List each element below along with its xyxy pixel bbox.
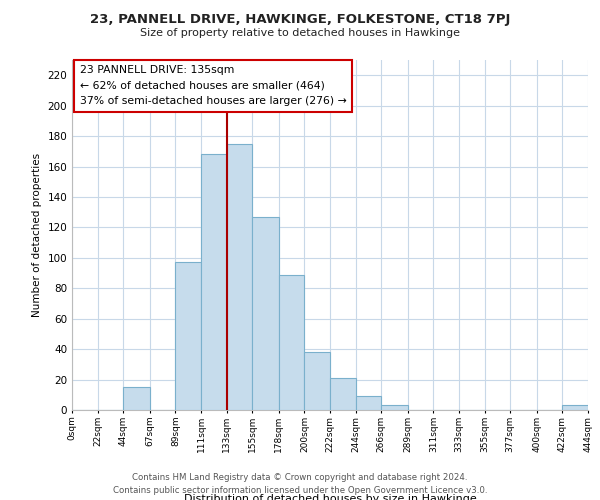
Bar	[201, 154, 227, 410]
Text: 23 PANNELL DRIVE: 135sqm
← 62% of detached houses are smaller (464)
37% of semi-: 23 PANNELL DRIVE: 135sqm ← 62% of detach…	[80, 66, 346, 106]
Bar	[175, 262, 201, 410]
Bar	[356, 396, 381, 410]
Bar	[227, 144, 252, 410]
Bar	[123, 387, 150, 410]
Bar	[252, 216, 279, 410]
Text: Size of property relative to detached houses in Hawkinge: Size of property relative to detached ho…	[140, 28, 460, 38]
Bar	[279, 274, 304, 410]
Text: 23, PANNELL DRIVE, HAWKINGE, FOLKESTONE, CT18 7PJ: 23, PANNELL DRIVE, HAWKINGE, FOLKESTONE,…	[90, 12, 510, 26]
Text: Contains HM Land Registry data © Crown copyright and database right 2024.
Contai: Contains HM Land Registry data © Crown c…	[113, 473, 487, 495]
Bar	[562, 406, 588, 410]
X-axis label: Distribution of detached houses by size in Hawkinge: Distribution of detached houses by size …	[184, 494, 476, 500]
Y-axis label: Number of detached properties: Number of detached properties	[32, 153, 42, 317]
Bar	[381, 406, 408, 410]
Bar	[330, 378, 356, 410]
Bar	[304, 352, 330, 410]
